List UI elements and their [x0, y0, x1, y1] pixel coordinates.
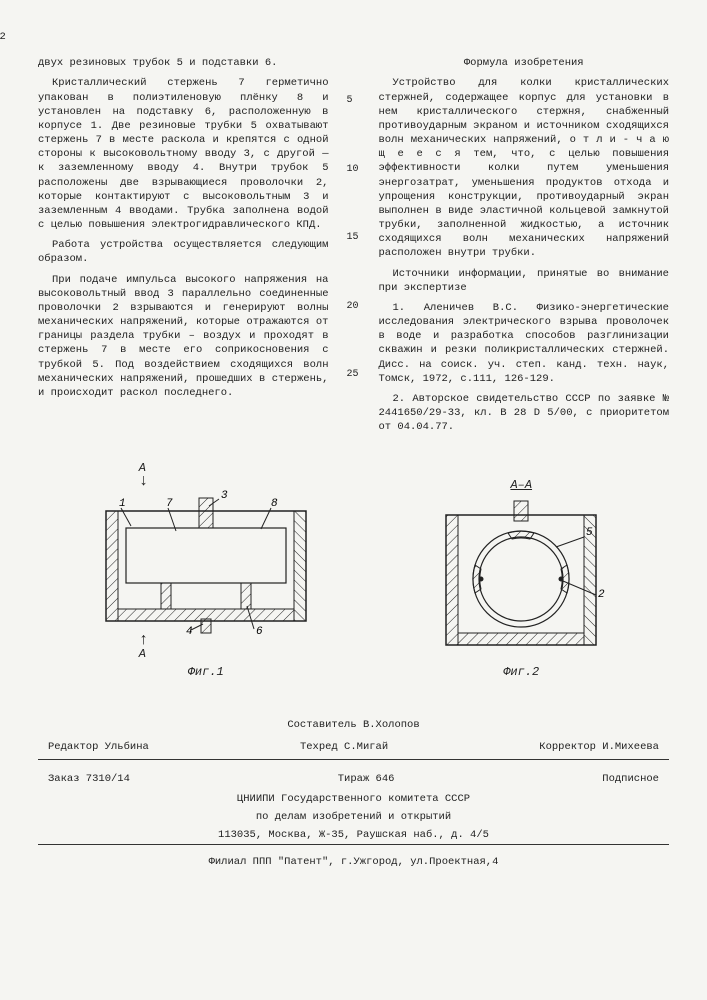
lineno: 5	[347, 94, 361, 108]
arrow-up-icon: ↑	[139, 636, 321, 646]
footer-order-row: Заказ 7310/14 Тираж 646 Подписное	[38, 768, 669, 790]
footer-editor: Редактор Ульбина	[48, 740, 149, 754]
footer-block: Составитель В.Холопов Редактор Ульбина Т…	[38, 714, 669, 871]
fig2-caption: Фиг.2	[426, 664, 616, 680]
svg-text:4: 4	[186, 626, 193, 636]
header-row: 700342 4	[38, 30, 669, 44]
footer-org2: по делам изобретений и открытий	[38, 808, 669, 826]
svg-text:5: 5	[586, 527, 593, 539]
footer-addr1: 113035, Москва, Ж-35, Раушская наб., д. …	[38, 826, 669, 844]
footer-order: Заказ 7310/14	[48, 772, 130, 786]
footer-org1: ЦНИИПИ Государственного комитета СССР	[38, 790, 669, 808]
figure-1-block: A ↓	[91, 460, 321, 680]
lineno: 15	[347, 231, 361, 245]
p-right-3: 1. Аленичев В.С. Физико-энергетические и…	[379, 301, 670, 386]
line-numbers: 5 10 15 20 25	[347, 56, 361, 440]
p-left-2: Кристаллический стержень 7 герметично уп…	[38, 76, 329, 232]
p-left-3: Работа устройства осуществляется следующ…	[38, 238, 329, 266]
svg-text:7: 7	[166, 498, 173, 510]
svg-text:6: 6	[256, 626, 263, 636]
footer-divider-2	[38, 844, 669, 853]
figures-row: A ↓	[38, 460, 669, 680]
footer-corrector: Корректор И.Михеева	[539, 740, 659, 754]
p-left-1: двух резиновых трубок 5 и подставки 6.	[38, 56, 329, 70]
doc-number: 700342	[0, 30, 6, 44]
svg-text:3: 3	[221, 490, 228, 502]
footer-compiler: Составитель В.Холопов	[38, 714, 669, 736]
footer-staff-row: Редактор Ульбина Техред С.Мигай Корректо…	[38, 736, 669, 758]
section-label-aa: A–A	[426, 477, 616, 493]
right-column: Формула изобретения Устройство для колки…	[379, 56, 670, 440]
footer-branch: Филиал ППП "Патент", г.Ужгород, ул.Проек…	[38, 853, 669, 871]
p-right-2: Источники информации, принятые во вниман…	[379, 267, 670, 295]
svg-text:2: 2	[598, 589, 605, 601]
svg-text:1: 1	[119, 498, 126, 510]
section-arrow-bot: A	[139, 647, 146, 661]
fig1-caption: Фиг.1	[91, 664, 321, 680]
lineno: 20	[347, 300, 361, 314]
lineno: 10	[347, 163, 361, 177]
left-column: двух резиновых трубок 5 и подставки 6. К…	[38, 56, 329, 440]
formula-title: Формула изобретения	[379, 56, 670, 70]
footer-subscription: Подписное	[602, 772, 659, 786]
text-columns: двух резиновых трубок 5 и подставки 6. К…	[38, 56, 669, 440]
p-right-1: Устройство для колки кристаллических сте…	[379, 76, 670, 260]
footer-techred: Техред С.Мигай	[300, 740, 388, 754]
lineno: 25	[347, 368, 361, 382]
footer-divider	[38, 759, 669, 768]
svg-text:8: 8	[271, 498, 278, 510]
arrow-down-icon: ↓	[139, 477, 321, 487]
p-left-4: При подаче импульса высокого напряжения …	[38, 273, 329, 401]
figure-1-svg: 1 7 3 8 4 6	[91, 486, 321, 636]
figure-2-svg: 5 2	[426, 497, 616, 662]
figure-2-block: A–A	[426, 477, 616, 680]
p-right-4: 2. Авторское свидетельство СССР по заявк…	[379, 392, 670, 435]
footer-tirage: Тираж 646	[338, 772, 395, 786]
